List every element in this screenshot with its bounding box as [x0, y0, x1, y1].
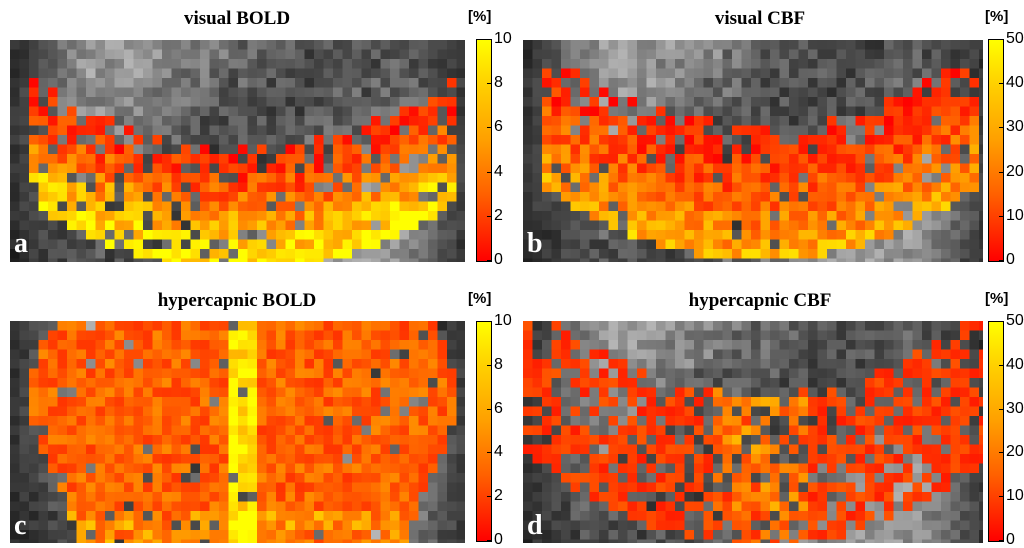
activation-map	[10, 40, 465, 262]
colorbar-tick-label: 6	[494, 399, 503, 417]
colorbar-tick-mark	[487, 540, 491, 541]
colorbar-tick-mark	[999, 321, 1003, 322]
colorbar-tick-mark	[487, 364, 491, 366]
panel-c-colorbar	[476, 321, 492, 542]
panel-a-letter: a	[14, 228, 28, 259]
colorbar-tick-mark	[999, 39, 1003, 40]
colorbar-tick-mark	[487, 171, 491, 173]
colorbar-tick-label: 0	[494, 251, 503, 268]
colorbar-tick-mark	[999, 260, 1003, 261]
panel-b-colorbar	[988, 39, 1004, 262]
panel-a-unit: [%]	[468, 8, 492, 25]
panel-b-image	[523, 40, 983, 262]
panel-d-letter: d	[527, 510, 543, 541]
colorbar-tick-label: 20	[1006, 443, 1024, 461]
colorbar-tick-label: 0	[1006, 531, 1015, 548]
colorbar-tick-mark	[999, 452, 1003, 454]
colorbar-tick-label: 8	[494, 355, 503, 373]
colorbar-tick-label: 6	[494, 118, 503, 136]
activation-map	[523, 40, 983, 262]
colorbar-tick-label: 40	[1006, 355, 1024, 373]
panel-a-colorbar	[476, 39, 492, 262]
colorbar-tick-mark	[999, 408, 1003, 410]
colorbar-tick-label: 4	[494, 443, 503, 461]
colorbar-tick-mark	[487, 452, 491, 454]
colorbar-tick-label: 10	[1006, 206, 1024, 224]
colorbar-tick-mark	[487, 39, 491, 40]
activation-map	[10, 321, 465, 543]
panel-d-title: hypercapnic CBF	[688, 290, 832, 311]
colorbar-tick-label: 10	[494, 312, 512, 329]
colorbar-tick-label: 20	[1006, 162, 1024, 180]
colorbar-tick-label: 4	[494, 162, 503, 180]
colorbar-tick-mark	[999, 83, 1003, 85]
panel-c-title: hypercapnic BOLD	[157, 290, 317, 311]
panel-c-letter: c	[14, 510, 27, 541]
colorbar-tick-label: 50	[1006, 30, 1024, 47]
colorbar-tick-mark	[999, 364, 1003, 366]
colorbar-tick-mark	[999, 127, 1003, 129]
panel-d-colorbar	[988, 321, 1004, 542]
colorbar-tick-label: 2	[494, 206, 503, 224]
colorbar-tick-label: 30	[1006, 399, 1024, 417]
colorbar-tick-label: 8	[494, 74, 503, 92]
colorbar-tick-mark	[487, 408, 491, 410]
colorbar-tick-mark	[999, 496, 1003, 498]
panel-a-image	[10, 40, 465, 262]
colorbar-tick-mark	[999, 540, 1003, 541]
colorbar-tick-mark	[487, 321, 491, 322]
colorbar-tick-mark	[487, 215, 491, 217]
panel-d-unit: [%]	[985, 290, 1009, 307]
panel-c-unit: [%]	[468, 290, 492, 307]
colorbar-tick-label: 10	[494, 30, 512, 47]
panel-a-title: visual BOLD	[183, 8, 291, 29]
colorbar-tick-label: 0	[1006, 251, 1015, 268]
colorbar-tick-mark	[487, 260, 491, 261]
colorbar-tick-label: 40	[1006, 74, 1024, 92]
activation-map	[523, 321, 983, 543]
colorbar-tick-mark	[487, 127, 491, 129]
panel-b-unit: [%]	[985, 8, 1009, 25]
panel-d-image	[523, 321, 983, 543]
colorbar-tick-label: 10	[1006, 487, 1024, 505]
panel-b-letter: b	[527, 228, 543, 259]
colorbar-tick-mark	[999, 171, 1003, 173]
colorbar-tick-label: 2	[494, 487, 503, 505]
colorbar-tick-label: 50	[1006, 312, 1024, 329]
colorbar-tick-label: 30	[1006, 118, 1024, 136]
panel-b-title: visual CBF	[714, 8, 806, 29]
colorbar-tick-mark	[487, 83, 491, 85]
colorbar-tick-label: 0	[494, 531, 503, 548]
colorbar-tick-mark	[487, 496, 491, 498]
colorbar-tick-mark	[999, 215, 1003, 217]
panel-c-image	[10, 321, 465, 543]
